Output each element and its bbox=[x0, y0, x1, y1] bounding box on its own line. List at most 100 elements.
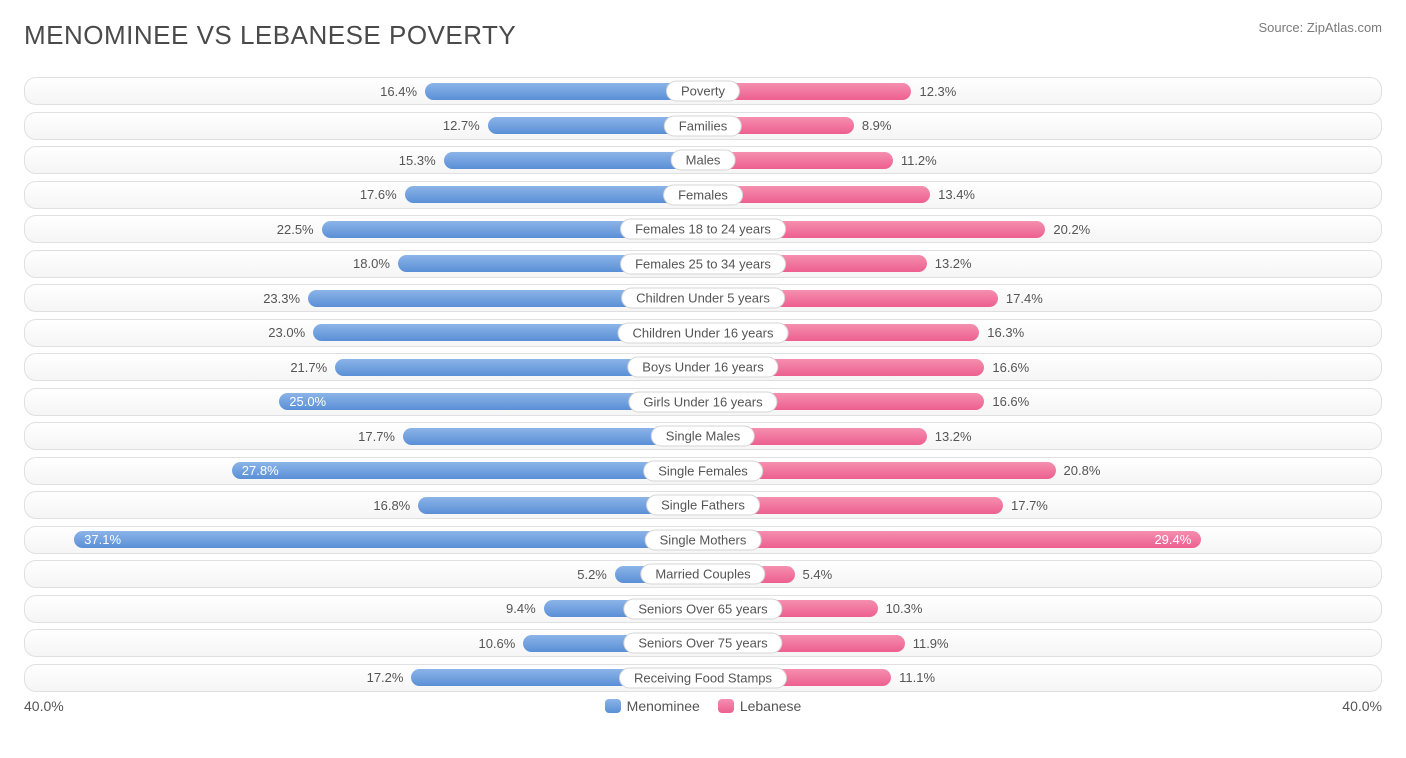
row-left-half: 17.6% bbox=[25, 182, 703, 208]
value-label-right: 11.9% bbox=[913, 636, 949, 651]
row-right-half: 20.8% bbox=[703, 458, 1381, 484]
category-label: Single Females bbox=[643, 460, 763, 481]
category-label: Boys Under 16 years bbox=[627, 357, 778, 378]
chart-row: 22.5% 20.2% Females 18 to 24 years bbox=[24, 215, 1382, 243]
legend-right-label: Lebanese bbox=[740, 698, 802, 714]
category-label: Married Couples bbox=[640, 564, 765, 585]
chart-row: 18.0% 13.2% Females 25 to 34 years bbox=[24, 250, 1382, 278]
row-right-half: 16.6% bbox=[703, 389, 1381, 415]
legend: Menominee Lebanese bbox=[605, 698, 802, 714]
chart-row: 21.7% 16.6%Boys Under 16 years bbox=[24, 353, 1382, 381]
row-left-half: 5.2% bbox=[25, 561, 703, 587]
value-label-left: 23.0% bbox=[268, 325, 305, 340]
row-right-half: 16.6% bbox=[703, 354, 1381, 380]
value-label-left: 10.6% bbox=[478, 636, 515, 651]
row-left-half: 23.0% bbox=[25, 320, 703, 346]
axis-max-right: 40.0% bbox=[1342, 698, 1382, 714]
source-label: Source: ZipAtlas.com bbox=[1258, 20, 1382, 35]
row-right-half: 11.1% bbox=[703, 665, 1381, 691]
category-label: Poverty bbox=[666, 81, 740, 102]
row-left-half: 22.5% bbox=[25, 216, 703, 242]
row-left-half: 17.7% bbox=[25, 423, 703, 449]
row-left-half: 9.4% bbox=[25, 596, 703, 622]
value-label-right: 10.3% bbox=[886, 601, 923, 616]
chart-row: 23.3% 17.4% Children Under 5 years bbox=[24, 284, 1382, 312]
value-label-right: 17.7% bbox=[1011, 498, 1048, 513]
row-left-half: 15.3% bbox=[25, 147, 703, 173]
swatch-right-icon bbox=[718, 699, 734, 713]
category-label: Single Males bbox=[651, 426, 755, 447]
row-left-half: 12.7% bbox=[25, 113, 703, 139]
row-right-half: 29.4% bbox=[703, 527, 1381, 553]
value-label-right: 5.4% bbox=[803, 567, 833, 582]
row-left-half: 21.7% bbox=[25, 354, 703, 380]
value-label-left: 25.0% bbox=[289, 394, 326, 409]
chart-title: MENOMINEE VS LEBANESE POVERTY bbox=[24, 20, 516, 51]
chart-area: 16.4% 12.3% Poverty 12.7% 8.9% Families 15.3% 1… bbox=[24, 77, 1382, 692]
row-left-half: 37.1% bbox=[25, 527, 703, 553]
category-label: Females 18 to 24 years bbox=[620, 219, 786, 240]
value-label-left: 16.8% bbox=[373, 498, 410, 513]
value-label-left: 17.6% bbox=[360, 187, 397, 202]
row-right-half: 10.3% bbox=[703, 596, 1381, 622]
category-label: Receiving Food Stamps bbox=[619, 667, 787, 688]
row-right-half: 8.9% bbox=[703, 113, 1381, 139]
row-right-half: 11.9% bbox=[703, 630, 1381, 656]
row-right-half: 13.4% bbox=[703, 182, 1381, 208]
value-label-right: 11.2% bbox=[901, 153, 937, 168]
chart-row: 10.6% 11.9% Seniors Over 75 years bbox=[24, 629, 1382, 657]
category-label: Children Under 16 years bbox=[618, 322, 789, 343]
row-right-half: 17.4% bbox=[703, 285, 1381, 311]
bar-left: 37.1% bbox=[74, 531, 703, 548]
value-label-left: 37.1% bbox=[84, 532, 121, 547]
value-label-left: 5.2% bbox=[577, 567, 607, 582]
row-right-half: 5.4% bbox=[703, 561, 1381, 587]
row-left-half: 27.8% bbox=[25, 458, 703, 484]
value-label-right: 11.1% bbox=[899, 670, 935, 685]
row-left-half: 18.0% bbox=[25, 251, 703, 277]
category-label: Females bbox=[663, 184, 743, 205]
value-label-right: 16.6% bbox=[992, 394, 1029, 409]
value-label-left: 22.5% bbox=[277, 222, 314, 237]
category-label: Females 25 to 34 years bbox=[620, 253, 786, 274]
swatch-left-icon bbox=[605, 699, 621, 713]
header: MENOMINEE VS LEBANESE POVERTY Source: Zi… bbox=[24, 20, 1382, 51]
value-label-left: 18.0% bbox=[353, 256, 390, 271]
value-label-right: 20.2% bbox=[1053, 222, 1090, 237]
chart-row: 25.0%16.6%Girls Under 16 years bbox=[24, 388, 1382, 416]
row-left-half: 23.3% bbox=[25, 285, 703, 311]
chart-row: 17.2% 11.1% Receiving Food Stamps bbox=[24, 664, 1382, 692]
value-label-right: 17.4% bbox=[1006, 291, 1043, 306]
chart-row: 23.0% 16.3% Children Under 16 years bbox=[24, 319, 1382, 347]
legend-left-label: Menominee bbox=[627, 698, 700, 714]
row-right-half: 11.2% bbox=[703, 147, 1381, 173]
chart-row: 17.7% 13.2% Single Males bbox=[24, 422, 1382, 450]
row-left-half: 25.0% bbox=[25, 389, 703, 415]
value-label-left: 23.3% bbox=[263, 291, 300, 306]
row-right-half: 16.3% bbox=[703, 320, 1381, 346]
value-label-right: 13.2% bbox=[935, 429, 972, 444]
row-right-half: 17.7% bbox=[703, 492, 1381, 518]
row-left-half: 16.4% bbox=[25, 78, 703, 104]
category-label: Single Fathers bbox=[646, 495, 760, 516]
value-label-right: 13.2% bbox=[935, 256, 972, 271]
value-label-right: 12.3% bbox=[919, 84, 956, 99]
chart-row: 37.1% 29.4%Single Mothers bbox=[24, 526, 1382, 554]
category-label: Single Mothers bbox=[645, 529, 762, 550]
value-label-right: 16.3% bbox=[987, 325, 1024, 340]
row-left-half: 16.8% bbox=[25, 492, 703, 518]
bar-right: 29.4% bbox=[703, 531, 1201, 548]
value-label-right: 8.9% bbox=[862, 118, 892, 133]
value-label-left: 15.3% bbox=[399, 153, 436, 168]
chart-row: 16.8% 17.7% Single Fathers bbox=[24, 491, 1382, 519]
row-right-half: 13.2% bbox=[703, 423, 1381, 449]
axis-max-left: 40.0% bbox=[24, 698, 64, 714]
chart-row: 12.7% 8.9% Families bbox=[24, 112, 1382, 140]
chart-row: 17.6% 13.4%Females bbox=[24, 181, 1382, 209]
value-label-left: 17.2% bbox=[367, 670, 404, 685]
category-label: Children Under 5 years bbox=[621, 288, 785, 309]
value-label-left: 21.7% bbox=[290, 360, 327, 375]
category-label: Families bbox=[664, 115, 742, 136]
chart-row: 9.4%10.3%Seniors Over 65 years bbox=[24, 595, 1382, 623]
category-label: Seniors Over 75 years bbox=[623, 633, 782, 654]
